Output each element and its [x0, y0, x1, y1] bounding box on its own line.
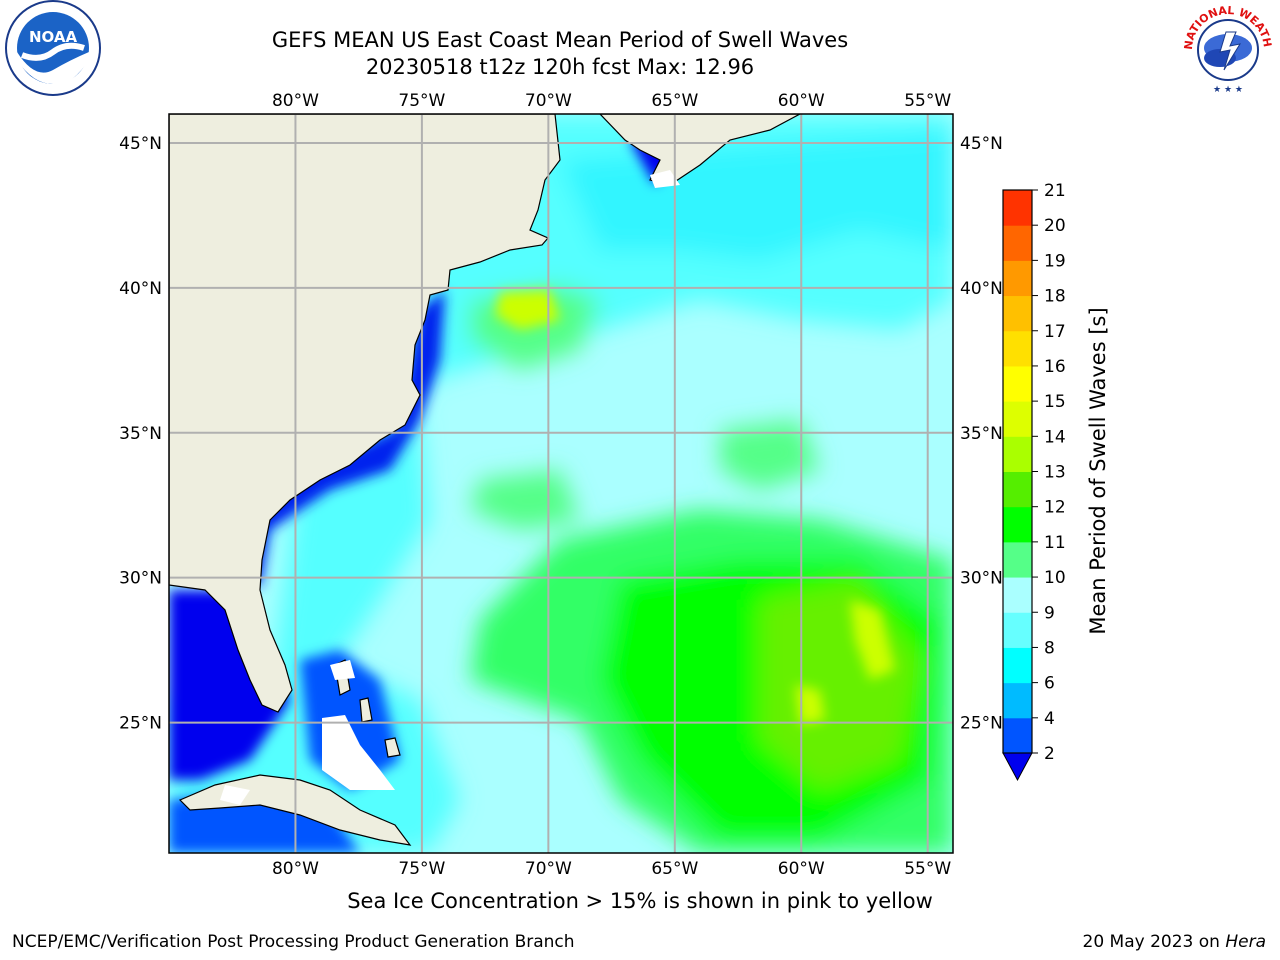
lon-tick-label: 60°W: [778, 91, 825, 111]
colorbar-segment: [1003, 225, 1032, 261]
colorbar-under-arrow: [1002, 752, 1033, 782]
lat-tick-label: 35°N: [960, 424, 1003, 444]
map-title: GEFS MEAN US East Coast Mean Period of S…: [271, 28, 849, 52]
lat-tick-label: 40°N: [960, 279, 1003, 299]
bahamas-island: [384, 737, 401, 758]
lon-tick-label: 55°W: [904, 859, 951, 879]
colorbar-segment: [1003, 647, 1032, 684]
colorbar-tick-label: 21: [1044, 181, 1066, 201]
footer-credit: NCEP/EMC/Verification Post Processing Pr…: [12, 932, 575, 952]
colorbar-segment: [1003, 682, 1032, 719]
colorbar-tick-label: 6: [1044, 674, 1055, 694]
colorbar-segment: [1003, 295, 1032, 332]
colorbar: 2 4 6 8 9 10 11 12 13 14 15 16 17 18 19 20 21: [1002, 181, 1066, 782]
lat-tick-label: 40°N: [119, 279, 162, 299]
noaa-logo-text: NOAA: [29, 28, 78, 46]
colorbar-segment: [1003, 612, 1032, 648]
colorbar-tick-label: 20: [1044, 216, 1066, 236]
colorbar-tick-label: 17: [1044, 322, 1066, 342]
lat-tick-label: 45°N: [119, 134, 162, 154]
colorbar-segment: [1003, 506, 1032, 543]
colorbar-segment: [1003, 365, 1032, 402]
no-data-areas: [220, 170, 680, 805]
lon-tick-label: 80°W: [272, 91, 319, 111]
colorbar-tick-label: 15: [1044, 392, 1066, 412]
colorbar-label: Mean Period of Swell Waves [s]: [1086, 307, 1110, 634]
lon-tick-label: 65°W: [651, 91, 698, 111]
colorbar-tick-label: 4: [1044, 709, 1055, 729]
nws-logo: NATIONAL WEATHER SERVICE ★ ★ ★: [1176, 0, 1275, 97]
lat-tick-label: 25°N: [960, 714, 1003, 734]
colorbar-tick-label: 13: [1044, 463, 1066, 483]
lon-tick-label: 70°W: [525, 91, 572, 111]
colorbar-tick-label: 9: [1044, 603, 1055, 623]
lat-tick-label: 30°N: [960, 569, 1003, 589]
colorbar-tick-label: 12: [1044, 498, 1066, 518]
lat-labels-right: 45°N 40°N 35°N 30°N 25°N: [960, 134, 1003, 734]
lat-tick-label: 45°N: [960, 134, 1003, 154]
colorbar-tick-label: 11: [1044, 533, 1066, 553]
colorbar-segment: [1003, 436, 1032, 472]
noaa-logo: NOAA: [5, 0, 101, 96]
lat-tick-label: 30°N: [119, 569, 162, 589]
map-frame: [168, 113, 954, 854]
plot-area: [169, 114, 953, 853]
lon-tick-label: 70°W: [525, 859, 572, 879]
colorbar-segment: [1003, 190, 1032, 226]
lat-tick-label: 25°N: [119, 714, 162, 734]
lat-tick-label: 35°N: [119, 424, 162, 444]
colorbar-tick-label: 18: [1044, 287, 1066, 307]
colorbar-segment: [1003, 541, 1032, 578]
colorbar-tick-label: 16: [1044, 357, 1066, 377]
lon-tick-label: 75°W: [398, 859, 445, 879]
caption: Sea Ice Concentration > 15% is shown in …: [347, 889, 933, 913]
colorbar-segment: [1003, 577, 1032, 613]
colorbar-tick-label: 14: [1044, 427, 1066, 447]
lat-labels-left: 45°N 40°N 35°N 30°N 25°N: [119, 134, 162, 734]
colorbar-segment: [1003, 260, 1032, 297]
lon-tick-label: 55°W: [904, 91, 951, 111]
lon-labels-bottom: 80°W 75°W 70°W 65°W 60°W 55°W: [272, 859, 951, 879]
colorbar-segment: [1003, 401, 1032, 437]
colorbar-tick-label: 8: [1044, 638, 1055, 658]
footer-date-text: 20 May 2023 on: [1082, 932, 1226, 952]
graticule: [169, 114, 953, 853]
svg-text:★ ★ ★: ★ ★ ★: [1213, 85, 1243, 95]
colorbar-segment: [1003, 717, 1032, 754]
land-areas: [169, 114, 801, 846]
lon-tick-label: 75°W: [398, 91, 445, 111]
colorbar-tick-label: 2: [1044, 744, 1055, 764]
colorbar-tick-label: 10: [1044, 568, 1066, 588]
lon-tick-label: 65°W: [651, 859, 698, 879]
footer-date: 20 May 2023 on Hera: [1083, 932, 1267, 952]
colorbar-segment: [1003, 471, 1032, 508]
lon-tick-label: 60°W: [778, 859, 825, 879]
bahamas-island: [359, 697, 373, 723]
lon-tick-label: 80°W: [272, 859, 319, 879]
lon-labels-top: 80°W 75°W 70°W 65°W 60°W 55°W: [272, 91, 951, 111]
colorbar-tick-label: 19: [1044, 251, 1066, 271]
map-subtitle: 20230518 t12z 120h fcst Max: 12.96: [365, 55, 755, 79]
colorbar-segment: [1003, 330, 1032, 367]
footer-machine: Hera: [1225, 932, 1266, 952]
